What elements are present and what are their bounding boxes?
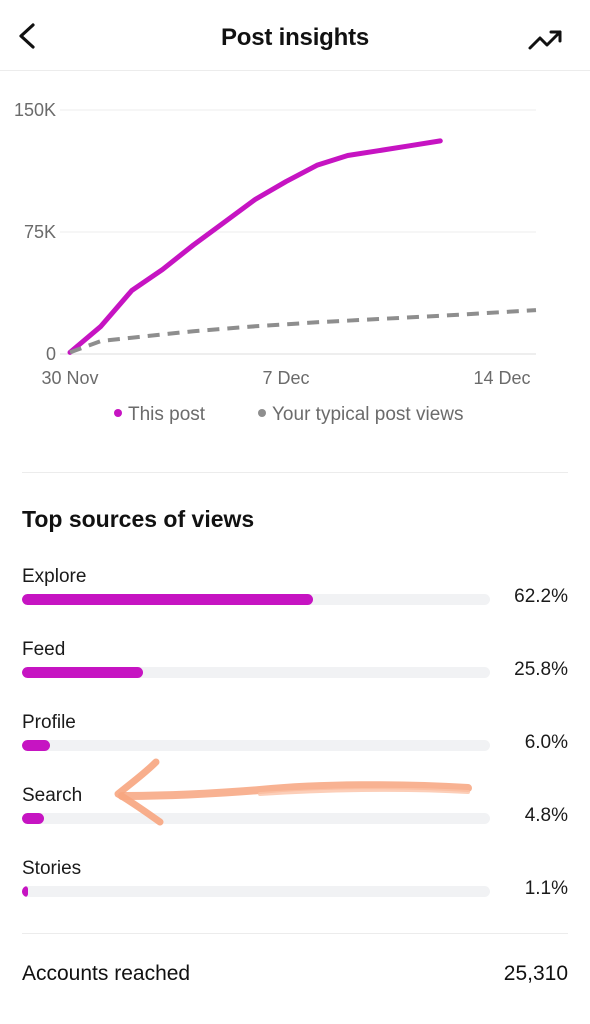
source-bar-fill bbox=[22, 740, 51, 751]
accounts-reached-label: Accounts reached bbox=[22, 962, 191, 985]
source-bar-fill bbox=[22, 667, 143, 678]
views-line-chart: 0 75K 150K 30 Nov 7 Dec 14 Dec bbox=[14, 100, 537, 388]
source-bar-track bbox=[22, 594, 490, 605]
source-label: Search bbox=[22, 785, 83, 806]
x-tick-label: 7 Dec bbox=[262, 368, 309, 388]
series-line-this-post bbox=[67, 138, 443, 355]
source-label: Explore bbox=[22, 566, 87, 587]
page-title: Post insights bbox=[220, 24, 370, 51]
source-bar-fill bbox=[22, 886, 28, 897]
series-line-typical-views bbox=[69, 308, 537, 355]
source-percent: 1.1% bbox=[524, 878, 568, 899]
legend-dot-typical-views-icon bbox=[258, 408, 266, 417]
source-label: Feed bbox=[22, 639, 66, 660]
source-row-feed[interactable]: Feed 25.8% bbox=[0, 639, 590, 699]
legend-item-typical-views: Your typical post views bbox=[258, 404, 464, 426]
source-label: Profile bbox=[22, 712, 76, 733]
sources-title: Top sources of views bbox=[22, 506, 255, 532]
accounts-reached-value: 25,310 bbox=[503, 962, 568, 985]
legend-dot-this-post-icon bbox=[114, 408, 122, 417]
legend-label-typical-views: Your typical post views bbox=[272, 404, 464, 425]
source-percent: 62.2% bbox=[514, 586, 568, 607]
source-bar-track bbox=[22, 886, 490, 897]
header-bar: Post insights bbox=[0, 0, 590, 71]
source-label: Stories bbox=[22, 858, 82, 879]
back-button[interactable] bbox=[12, 20, 44, 52]
trends-button[interactable] bbox=[526, 24, 566, 56]
source-bar-track bbox=[22, 740, 490, 751]
source-percent: 25.8% bbox=[514, 659, 568, 680]
source-row-search[interactable]: Search 4.8% bbox=[0, 785, 590, 845]
y-tick-label: 75K bbox=[24, 222, 56, 242]
trending-up-icon bbox=[528, 30, 562, 50]
legend-label-this-post: This post bbox=[128, 404, 206, 425]
y-tick-label: 150K bbox=[14, 100, 56, 120]
x-tick-label: 14 Dec bbox=[473, 368, 530, 388]
source-bar-fill bbox=[22, 594, 314, 605]
section-divider bbox=[22, 472, 568, 473]
source-row-profile[interactable]: Profile 6.0% bbox=[0, 712, 590, 772]
section-divider bbox=[22, 933, 568, 934]
source-bar-fill bbox=[22, 813, 45, 824]
source-bar-track bbox=[22, 813, 490, 824]
y-tick-label: 0 bbox=[46, 344, 56, 364]
chevron-left-icon bbox=[19, 23, 35, 49]
x-tick-label: 30 Nov bbox=[41, 368, 98, 388]
source-bar-track bbox=[22, 667, 490, 678]
source-percent: 4.8% bbox=[524, 805, 568, 826]
legend-item-this-post: This post bbox=[114, 404, 205, 426]
source-row-stories[interactable]: Stories 1.1% bbox=[0, 858, 590, 918]
source-row-explore[interactable]: Explore 62.2% bbox=[0, 566, 590, 626]
source-percent: 6.0% bbox=[524, 732, 568, 753]
views-chart: 0 75K 150K 30 Nov 7 Dec 14 Dec bbox=[0, 80, 590, 390]
